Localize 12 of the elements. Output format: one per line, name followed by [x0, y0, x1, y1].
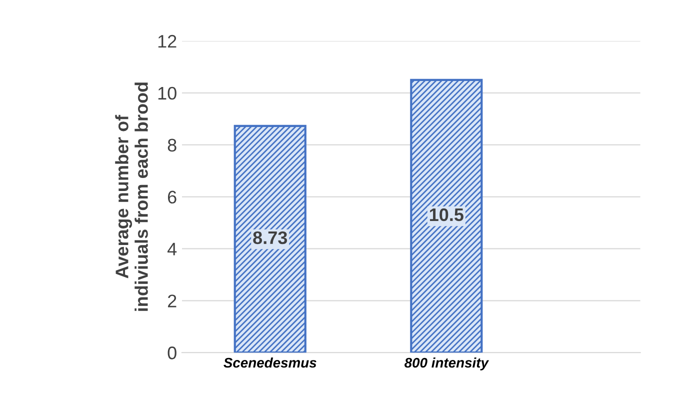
y-tick-label: 4	[167, 242, 177, 256]
y-tick-label: 10	[158, 86, 176, 100]
y-axis-title: Average number of indiviuals from each brood	[115, 82, 148, 311]
y-tick-label: 2	[168, 294, 176, 308]
x-tick-label: Scenedesmus	[224, 357, 316, 368]
data-label: 8.73	[253, 231, 288, 244]
y-tick-label: 8	[168, 138, 176, 152]
x-tick-label: 800 intensity	[404, 357, 490, 370]
y-tick-label: 0	[168, 346, 176, 360]
data-label: 10.5	[430, 208, 464, 222]
y-tick-label: 6	[168, 190, 176, 204]
y-tick-label: 12	[158, 34, 176, 48]
